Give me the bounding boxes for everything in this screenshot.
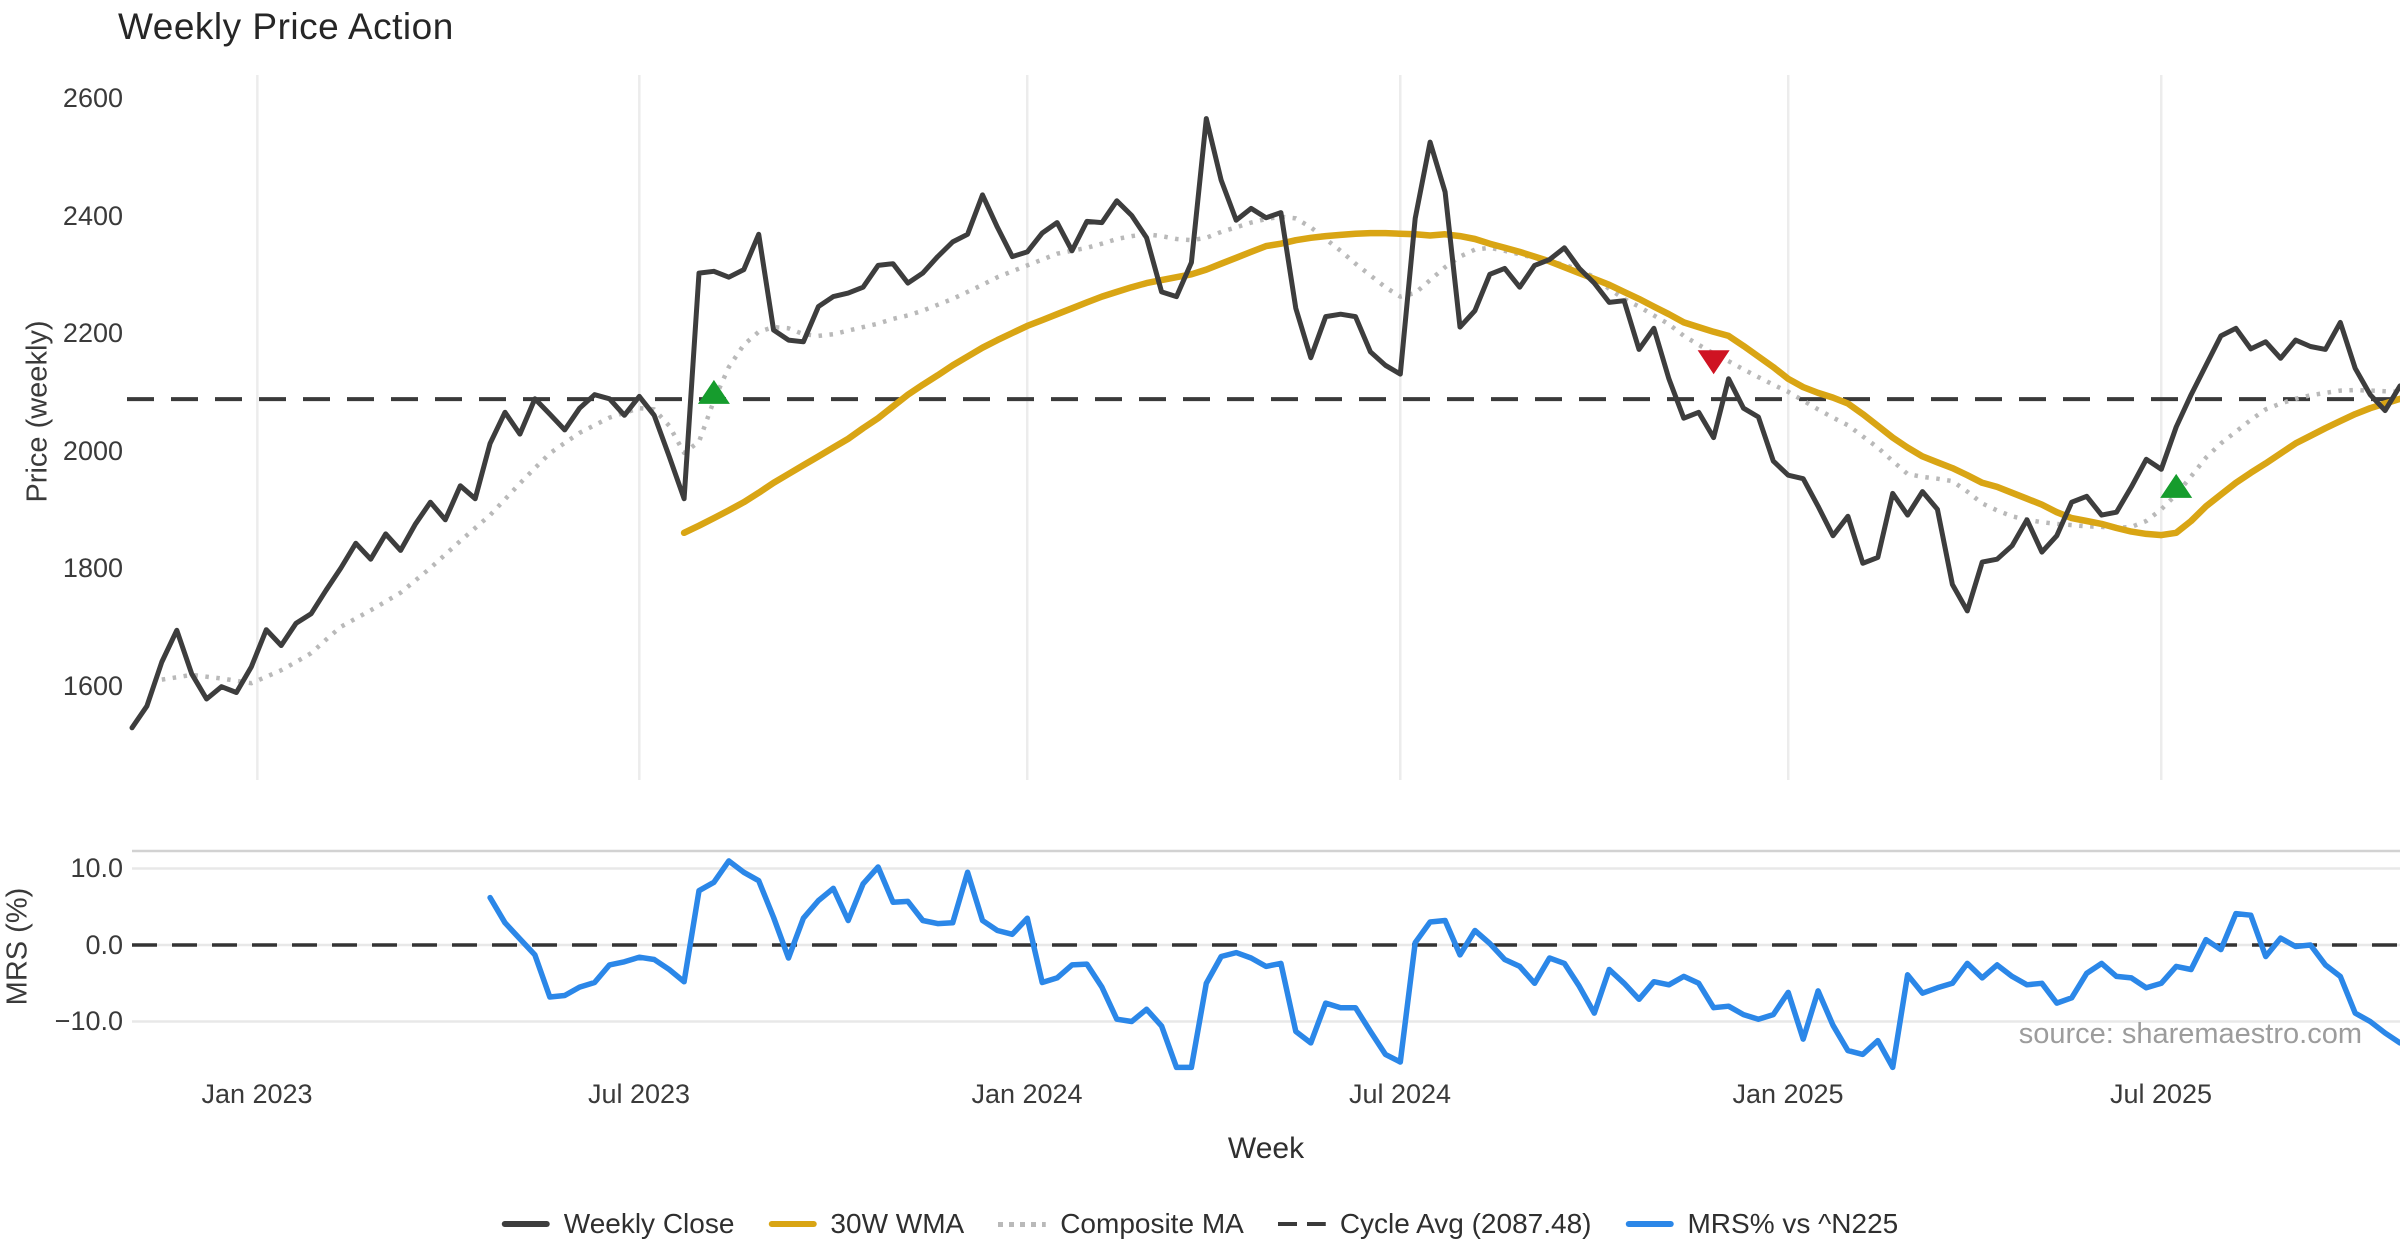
buy-signal-marker — [2160, 473, 2193, 498]
price-ytick-2200: 2200 — [62, 318, 123, 348]
xtick-jul-2025: Jul 2025 — [2109, 1079, 2213, 1109]
mrs-axis-title: MRS (%) — [1, 887, 34, 1006]
sell-signal-marker — [1697, 350, 1730, 375]
source-annotation: source: sharemaestro.com — [2018, 1018, 2362, 1050]
price-ytick-2000: 2000 — [62, 436, 123, 466]
legend-label: Composite MA — [1060, 1208, 1244, 1239]
chart-legend: Weekly Close 30W WMA Composite MA Cycle … — [501, 1208, 1898, 1240]
mrs-ytick-0: 0.0 — [85, 930, 123, 960]
composite-ma-dotted-swatch-icon — [998, 1221, 1047, 1227]
price-ytick-2400: 2400 — [62, 201, 123, 231]
xtick-jan-2024: Jan 2024 — [971, 1079, 1083, 1109]
legend-label: Weekly Close — [563, 1208, 735, 1239]
cycle-avg-dashed-swatch-icon — [1277, 1222, 1326, 1226]
price-ytick-2600: 2600 — [62, 83, 123, 113]
mrs-ytick-10: 10.0 — [70, 853, 123, 883]
legend-label: 30W WMA — [830, 1208, 965, 1239]
legend-item-composite-ma: Composite MA — [998, 1208, 1244, 1240]
page-title: Weekly Price Action — [118, 6, 454, 47]
legend-item-weekly-close: Weekly Close — [501, 1208, 735, 1240]
composite-ma-line — [161, 214, 2400, 686]
legend-item-cycle-avg: Cycle Avg (2087.48) — [1277, 1208, 1592, 1240]
buy-signal-marker — [697, 379, 730, 404]
legend-item-mrs: MRS% vs ^N225 — [1625, 1208, 1898, 1240]
legend-label: Cycle Avg (2087.48) — [1339, 1208, 1592, 1239]
weekly-close-line — [129, 116, 2400, 731]
wma-line — [680, 229, 2400, 539]
xtick-jan-2025: Jan 2025 — [1732, 1079, 1844, 1109]
mrs-line — [487, 858, 2400, 1071]
mrs-ytick-neg10: −10.0 — [54, 1006, 123, 1036]
price-ytick-1800: 1800 — [62, 553, 123, 583]
price-ytick-1600: 1600 — [62, 671, 123, 701]
mrs-line-swatch-icon — [1625, 1221, 1674, 1227]
x-axis-title: Week — [1227, 1132, 1305, 1165]
weekly-close-line-swatch-icon — [501, 1221, 550, 1227]
wma-line-swatch-icon — [768, 1221, 817, 1227]
legend-item-30w-wma: 30W WMA — [768, 1208, 964, 1240]
xtick-jul-2023: Jul 2023 — [587, 1079, 691, 1109]
xtick-jan-2023: Jan 2023 — [201, 1079, 313, 1109]
legend-label: MRS% vs ^N225 — [1687, 1208, 1899, 1239]
xtick-jul-2024: Jul 2024 — [1348, 1079, 1452, 1109]
price-axis-title: Price (weekly) — [21, 320, 54, 503]
